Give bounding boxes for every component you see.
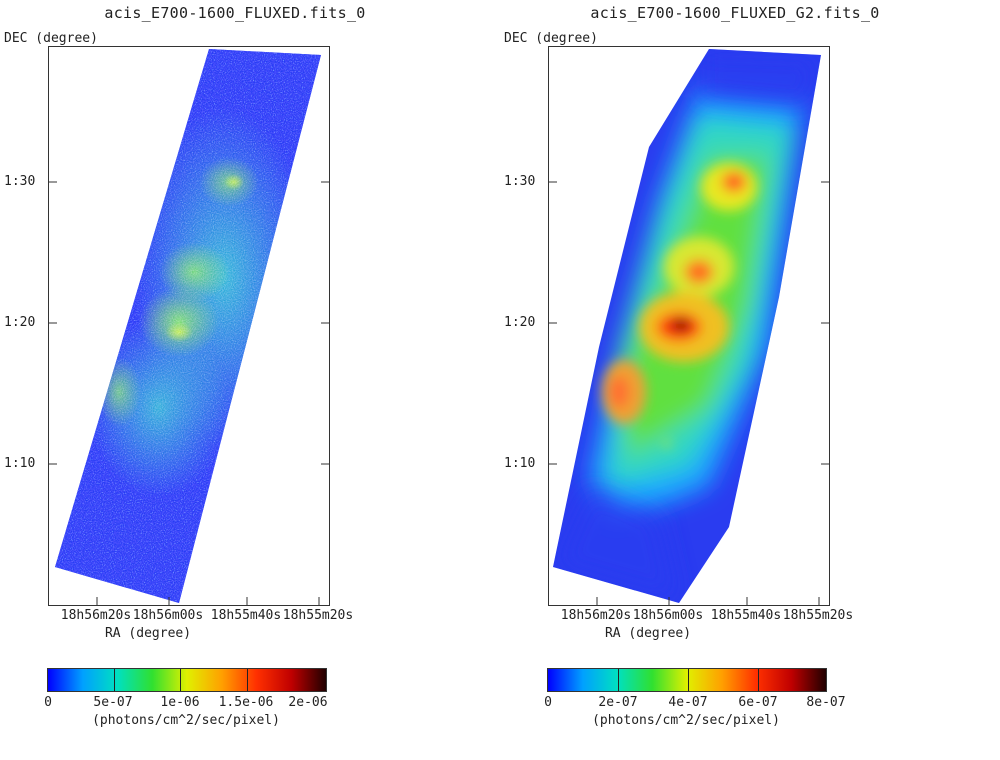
- panel-title: acis_E700-1600_FLUXED.fits_0: [104, 4, 366, 22]
- x-tick-label: 18h55m20s: [282, 608, 354, 623]
- colorbar-label: 1.5e-06: [218, 695, 274, 710]
- y-tick-label: 1:20: [4, 315, 36, 330]
- colorbar-tick: [758, 669, 759, 691]
- colorbar-units: (photons/cm^2/sec/pixel): [592, 713, 780, 728]
- colorbar-label: 1e-06: [160, 695, 200, 710]
- x-tick-label: 18h55m20s: [782, 608, 854, 623]
- y-axis-label: DEC (degree): [504, 31, 598, 46]
- x-tick-label: 18h56m00s: [632, 608, 704, 623]
- y-tick-label: 1:20: [504, 315, 536, 330]
- y-axis-label: DEC (degree): [4, 31, 98, 46]
- colorbar-label: 5e-07: [93, 695, 133, 710]
- exposure-strip: [55, 49, 321, 603]
- colorbar: [547, 668, 827, 692]
- panel-title: acis_E700-1600_FLUXED_G2.fits_0: [590, 4, 880, 22]
- colorbar-tick: [618, 669, 619, 691]
- colorbar-units: (photons/cm^2/sec/pixel): [92, 713, 280, 728]
- y-tick-label: 1:30: [504, 174, 536, 189]
- x-tick-label: 18h55m40s: [710, 608, 782, 623]
- colorbar-gradient: [548, 669, 826, 691]
- image-plot[interactable]: [548, 46, 830, 606]
- y-tick-label: 1:10: [4, 456, 36, 471]
- exposure-strip: [553, 49, 821, 603]
- y-tick-label: 1:30: [4, 174, 36, 189]
- colorbar-label: 8e-07: [806, 695, 846, 710]
- colorbar-label: 6e-07: [738, 695, 778, 710]
- x-tick-label: 18h56m20s: [60, 608, 132, 623]
- right-image-panel: acis_E700-1600_FLUXED_G2.fits_0 DEC (deg…: [500, 0, 1000, 760]
- x-axis-label: RA (degree): [604, 626, 692, 641]
- x-tick-label: 18h55m40s: [210, 608, 282, 623]
- colorbar-tick: [688, 669, 689, 691]
- smoothed-image: [549, 49, 829, 605]
- colorbar: [47, 668, 327, 692]
- colorbar-gradient: [48, 669, 326, 691]
- left-image-panel: acis_E700-1600_FLUXED.fits_0 DEC (degree…: [4, 4, 366, 728]
- x-axis-label: RA (degree): [104, 626, 192, 641]
- x-tick-label: 18h56m20s: [560, 608, 632, 623]
- image-plot[interactable]: [48, 46, 330, 606]
- colorbar-label: 4e-07: [668, 695, 708, 710]
- colorbar-tick: [180, 669, 181, 691]
- colorbar-label: 2e-07: [598, 695, 638, 710]
- colorbar-label: 0: [544, 695, 552, 710]
- colorbar-tick: [247, 669, 248, 691]
- colorbar-label: 2e-06: [288, 695, 328, 710]
- colorbar-label: 0: [44, 695, 52, 710]
- x-tick-label: 18h56m00s: [132, 608, 204, 623]
- fluxed-image: [49, 49, 329, 605]
- colorbar-tick: [114, 669, 115, 691]
- y-tick-label: 1:10: [504, 456, 536, 471]
